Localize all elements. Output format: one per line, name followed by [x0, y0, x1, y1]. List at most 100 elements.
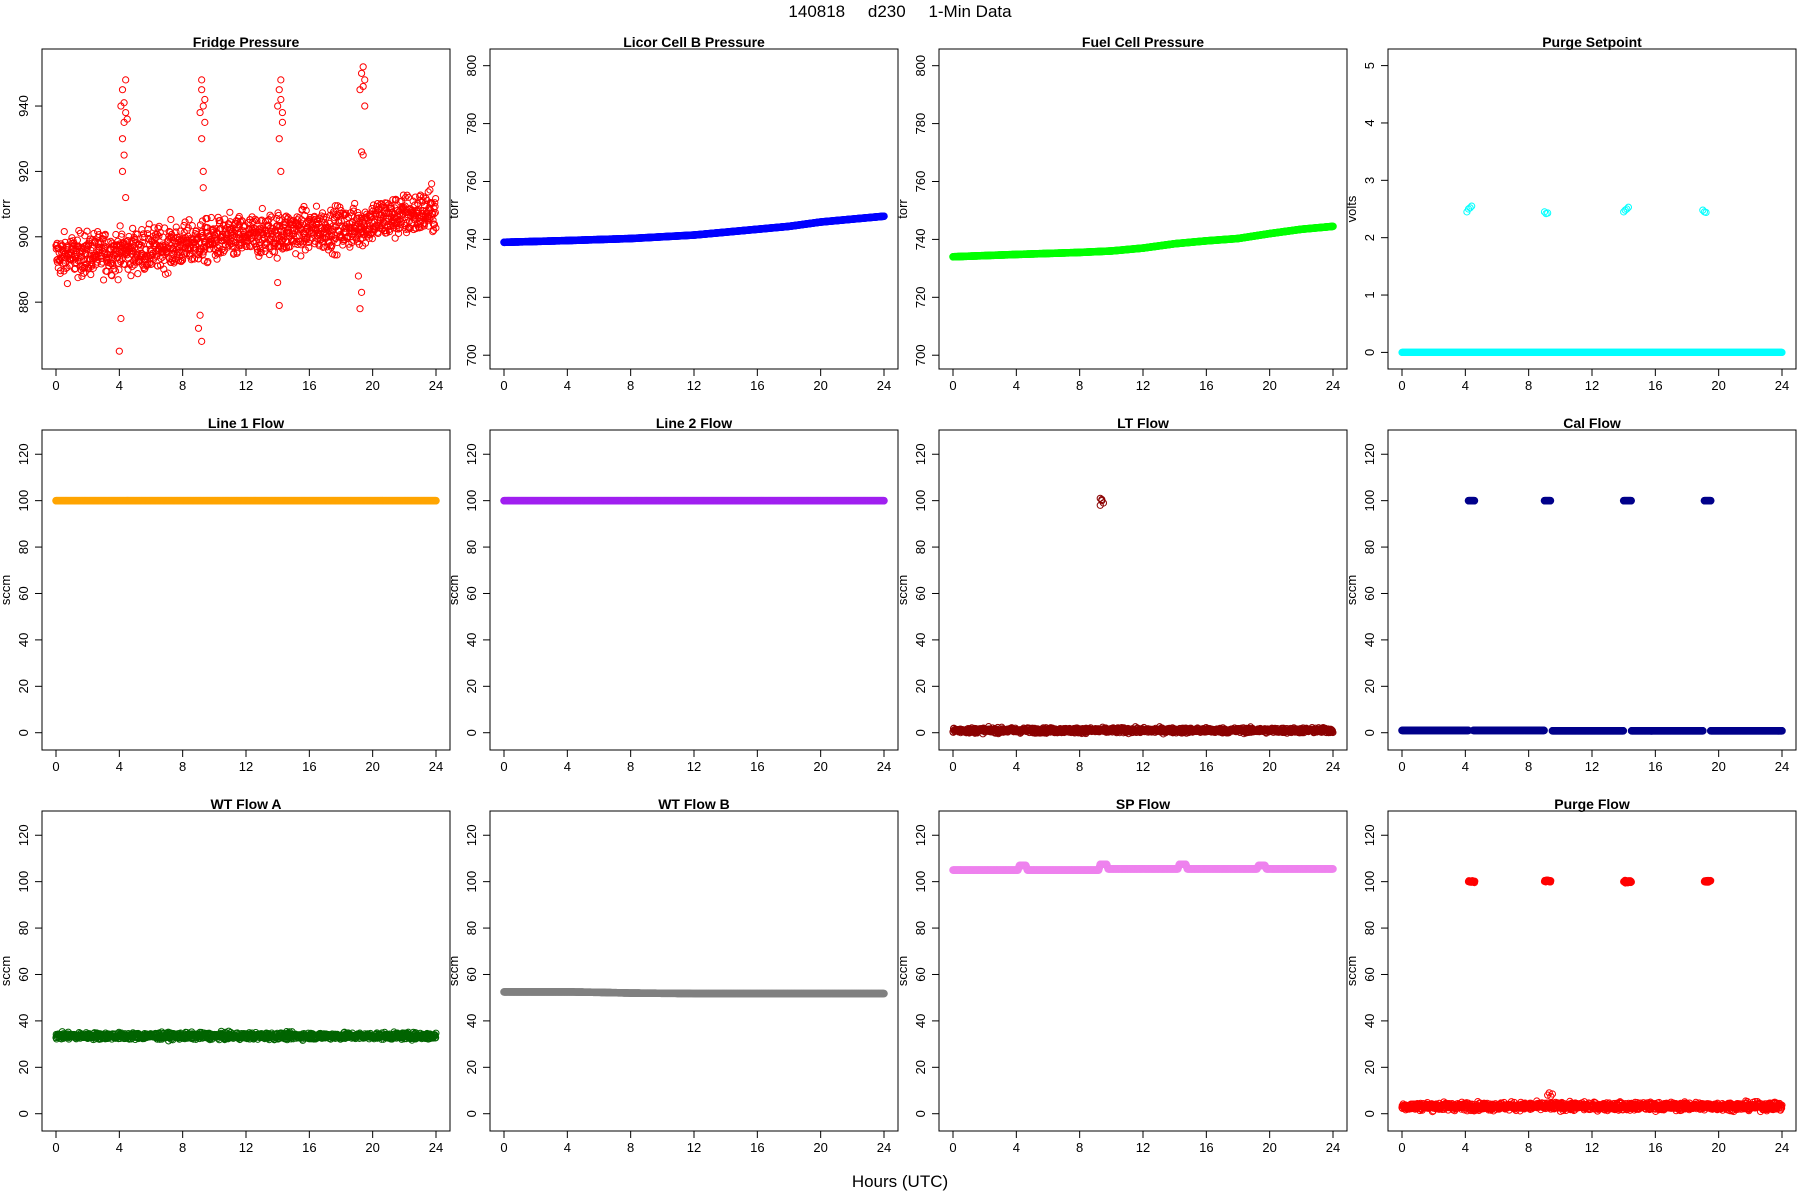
data-point [281, 213, 289, 221]
x-tick-label: 24 [1326, 378, 1340, 393]
x-tick-label: 4 [116, 759, 123, 774]
x-tick-label: 8 [1525, 378, 1532, 393]
data-point [337, 217, 345, 225]
outlier-point [1624, 203, 1633, 211]
outlier-point [201, 118, 209, 126]
data-point [271, 248, 279, 256]
series-group [949, 222, 1337, 261]
data-point [432, 194, 440, 203]
outlier-point [1540, 208, 1549, 216]
data-point [312, 202, 321, 210]
y-tick-label: 780 [913, 113, 928, 135]
data-point [160, 224, 169, 232]
outlier-point [120, 151, 128, 159]
y-tick-label: 800 [464, 55, 479, 77]
outlier-point [198, 86, 206, 94]
data-point [201, 246, 209, 254]
data-point [82, 250, 90, 258]
data-point [257, 248, 265, 256]
data-point [160, 265, 168, 273]
data-point [426, 186, 434, 194]
data-point [129, 224, 137, 232]
data-point [273, 254, 281, 262]
outlier-point [117, 314, 125, 323]
data-point [880, 212, 888, 221]
data-point [184, 224, 192, 232]
x-tick-label: 12 [687, 759, 701, 774]
y-tick-label: 740 [913, 229, 928, 251]
outlier-point [198, 76, 206, 84]
data-point [349, 204, 357, 212]
data-point [294, 226, 302, 234]
plot-frame [489, 429, 899, 751]
y-tick-label: 80 [16, 540, 31, 554]
data-point [155, 232, 163, 240]
title-data-type: 1-Min Data [928, 2, 1012, 21]
x-tick-label: 0 [949, 378, 956, 393]
data-point [111, 267, 120, 275]
y-tick-label: 700 [913, 344, 928, 366]
panel-title: Fridge Pressure [193, 34, 300, 50]
data-point [74, 274, 82, 282]
data-point [116, 222, 124, 230]
x-tick-label: 4 [564, 759, 571, 774]
data-point [313, 221, 321, 229]
x-tick-label: 24 [877, 759, 891, 774]
y-tick-label: 720 [913, 286, 928, 308]
outlier-point [194, 324, 203, 332]
data-point [349, 207, 358, 215]
data-point [331, 251, 339, 259]
y-tick-label: 1 [1362, 291, 1377, 298]
data-point [129, 247, 137, 255]
x-tick-label: 4 [1013, 378, 1020, 393]
data-point [199, 248, 207, 256]
x-tick-label: 0 [52, 378, 59, 393]
data-point [265, 243, 273, 251]
y-tick-label: 0 [1362, 349, 1377, 356]
x-tick-label: 16 [750, 378, 764, 393]
x-tick-label: 20 [813, 378, 827, 393]
data-point [267, 213, 276, 221]
data-point [60, 227, 68, 236]
data-point [1778, 348, 1786, 356]
outlier-point [198, 337, 206, 345]
x-tick-label: 12 [239, 759, 253, 774]
outlier-point [196, 311, 204, 319]
data-point [432, 224, 440, 232]
data-point [233, 248, 241, 256]
data-point [314, 219, 323, 228]
title-site: d230 [867, 2, 906, 21]
data-point [255, 252, 263, 260]
outlier-point [357, 288, 366, 296]
y-tick-label: 720 [464, 286, 479, 308]
data-point [177, 257, 185, 266]
data-point [300, 202, 308, 211]
x-tick-label: 16 [302, 378, 316, 393]
data-point [62, 264, 70, 272]
series-group [52, 496, 440, 505]
outlier-point [275, 86, 283, 94]
x-tick-label: 12 [687, 378, 701, 393]
x-tick-label: 4 [564, 378, 571, 393]
x-tick-label: 16 [750, 759, 764, 774]
x-tick-label: 0 [500, 378, 507, 393]
x-tick-label: 0 [52, 759, 59, 774]
y-tick-label: 120 [464, 443, 479, 465]
data-point [292, 237, 301, 246]
outlier-point [277, 76, 285, 84]
series-group [500, 496, 888, 505]
outlier-point [359, 151, 367, 159]
outlier-point [123, 115, 131, 123]
panel-title: Line 2 Flow [656, 415, 732, 431]
data-point [99, 276, 108, 284]
data-point [127, 272, 135, 280]
outlier-point [275, 301, 283, 310]
outlier-point [356, 305, 364, 313]
y-axis-label: volts [1344, 195, 1359, 222]
data-point [333, 251, 341, 259]
data-point [172, 228, 180, 236]
data-point [107, 237, 115, 245]
data-point [215, 220, 224, 228]
outlier-point [274, 278, 282, 287]
